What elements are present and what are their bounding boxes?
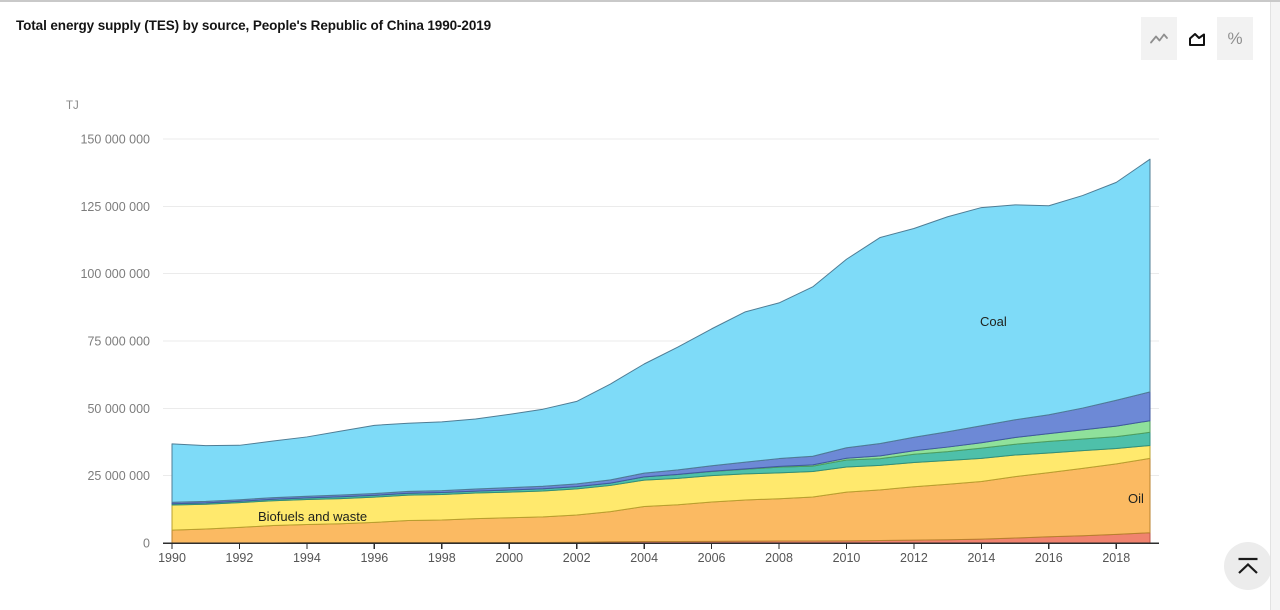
line-chart-icon bbox=[1150, 33, 1168, 43]
scrollbar-track[interactable] bbox=[1270, 2, 1280, 610]
y-tick-label: 150 000 000 bbox=[80, 133, 150, 147]
y-axis-unit-label: TJ bbox=[66, 100, 79, 112]
x-tick-label: 2016 bbox=[1035, 551, 1063, 565]
x-tick-label: 2000 bbox=[495, 551, 523, 565]
y-tick-label: 100 000 000 bbox=[80, 267, 150, 281]
x-tick-label: 2002 bbox=[563, 551, 591, 565]
chart-type-toolbar: % bbox=[1141, 17, 1253, 60]
x-tick-label: 1990 bbox=[158, 551, 186, 565]
x-tick-label: 2018 bbox=[1102, 551, 1130, 565]
x-tick-label: 2004 bbox=[630, 551, 658, 565]
area-chart-icon bbox=[1189, 32, 1205, 46]
scroll-top-button[interactable] bbox=[1224, 542, 1272, 590]
y-tick-label: 75 000 000 bbox=[87, 335, 150, 349]
series-label-coal: Coal bbox=[980, 314, 1007, 329]
percent-button[interactable]: % bbox=[1217, 17, 1253, 60]
series-label-biofuels-and-waste: Biofuels and waste bbox=[258, 509, 367, 524]
y-tick-label: 0 bbox=[143, 537, 150, 551]
y-tick-label: 50 000 000 bbox=[87, 402, 150, 416]
x-tick-label: 2010 bbox=[833, 551, 861, 565]
x-tick-label: 2014 bbox=[967, 551, 995, 565]
y-tick-label: 25 000 000 bbox=[87, 469, 150, 483]
page-title: Total energy supply (TES) by source, Peo… bbox=[16, 18, 492, 33]
x-tick-label: 2008 bbox=[765, 551, 793, 565]
x-tick-label: 2012 bbox=[900, 551, 928, 565]
x-tick-label: 1992 bbox=[226, 551, 254, 565]
line-chart-button[interactable] bbox=[1141, 17, 1177, 60]
y-tick-label: 125 000 000 bbox=[80, 200, 150, 214]
x-tick-label: 1998 bbox=[428, 551, 456, 565]
x-tick-label: 1994 bbox=[293, 551, 321, 565]
area-chart-button[interactable] bbox=[1179, 17, 1215, 60]
x-tick-label: 2006 bbox=[698, 551, 726, 565]
x-tick-label: 1996 bbox=[360, 551, 388, 565]
area-coal[interactable] bbox=[171, 158, 1151, 503]
scroll-to-top-icon bbox=[1238, 557, 1258, 574]
series-label-oil: Oil bbox=[1128, 491, 1144, 506]
percent-icon: % bbox=[1227, 28, 1243, 48]
